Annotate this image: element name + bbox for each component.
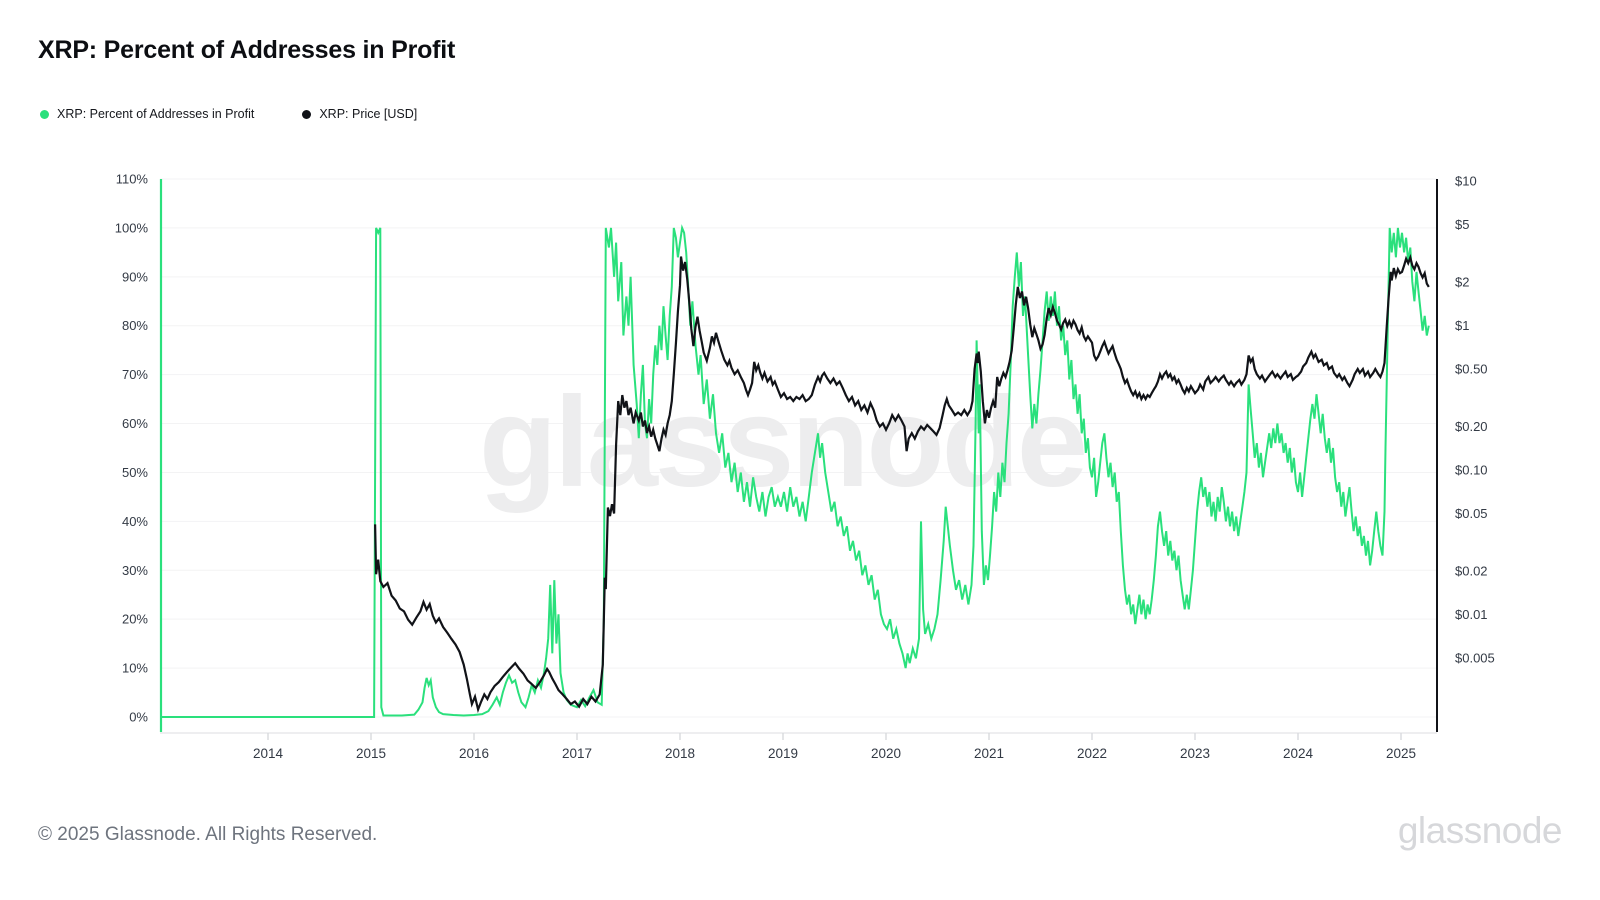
right-tick-label: $0.10 <box>1455 463 1488 478</box>
legend-item-profit[interactable]: XRP: Percent of Addresses in Profit <box>40 107 254 121</box>
page-title: XRP: Percent of Addresses in Profit <box>38 36 456 64</box>
left-tick-label: 60% <box>122 416 148 431</box>
x-tick-label: 2016 <box>459 746 489 761</box>
left-tick-label: 0% <box>129 710 148 725</box>
price-series-dot-icon <box>302 109 312 119</box>
x-tick-label: 2020 <box>871 746 901 761</box>
glassnode-wordmark: glassnode <box>1397 810 1563 851</box>
x-tick-label: 2023 <box>1180 746 1210 761</box>
x-tick-label: 2022 <box>1077 746 1107 761</box>
legend-label-price: XRP: Price [USD] <box>319 107 418 121</box>
footer-copyright: © 2025 Glassnode. All Rights Reserved. <box>38 824 378 845</box>
left-tick-label: 110% <box>116 172 149 187</box>
left-tick-label: 70% <box>122 367 148 382</box>
profit-series-line <box>161 224 1430 718</box>
left-tick-label: 90% <box>122 269 148 284</box>
right-tick-label: $2 <box>1455 275 1469 290</box>
left-tick-label: 20% <box>122 612 148 627</box>
left-tick-label: 80% <box>122 318 148 333</box>
left-tick-label: 100% <box>115 220 149 235</box>
legend-label-profit: XRP: Percent of Addresses in Profit <box>57 107 255 121</box>
right-tick-label: $0.05 <box>1455 506 1488 521</box>
right-tick-label: $0.02 <box>1455 564 1488 579</box>
left-tick-label: 30% <box>122 563 148 578</box>
right-tick-label: $0.005 <box>1455 650 1495 665</box>
x-tick-label: 2019 <box>768 746 798 761</box>
price-series-line <box>374 253 1430 714</box>
right-tick-label: $5 <box>1455 217 1469 232</box>
left-tick-label: 40% <box>122 514 148 529</box>
left-tick-label: 50% <box>122 465 148 480</box>
x-tick-label: 2017 <box>562 746 592 761</box>
x-tick-label: 2021 <box>974 746 1004 761</box>
x-tick-label: 2015 <box>356 746 386 761</box>
x-tick-label: 2018 <box>665 746 695 761</box>
x-tick-label: 2025 <box>1386 746 1416 761</box>
right-tick-label: $0.01 <box>1455 607 1488 622</box>
left-tick-label: 10% <box>122 661 148 676</box>
right-tick-label: $0.50 <box>1455 361 1488 376</box>
right-tick-label: $10 <box>1455 174 1477 189</box>
profit-series-dot-icon <box>40 109 49 119</box>
legend-item-price[interactable]: XRP: Price [USD] <box>302 107 417 121</box>
x-tick-label: 2024 <box>1283 746 1314 761</box>
right-tick-label: $1 <box>1455 318 1469 333</box>
right-tick-label: $0.20 <box>1455 419 1488 434</box>
x-tick-label: 2014 <box>253 746 284 761</box>
chart-legend: XRP: Percent of Addresses in Profit XRP:… <box>40 107 417 121</box>
